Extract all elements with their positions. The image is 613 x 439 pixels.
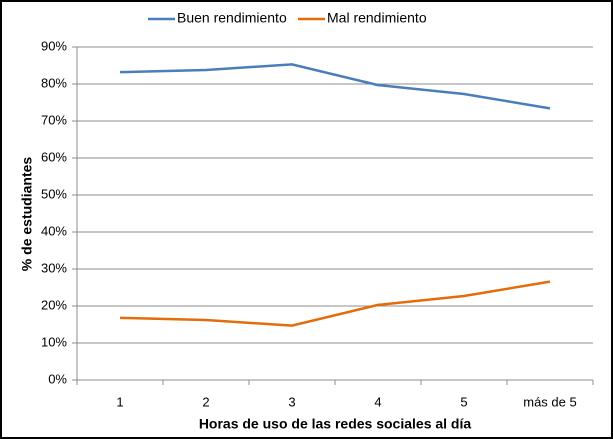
legend-label: Mal rendimiento xyxy=(327,10,427,26)
x-tick-label: 2 xyxy=(202,394,209,409)
line-series xyxy=(119,280,551,327)
x-tick-label: 1 xyxy=(116,394,123,409)
legend-label: Buen rendimiento xyxy=(177,10,287,26)
y-axis-label: % de estudiantes xyxy=(19,157,35,272)
y-tick-label: 10% xyxy=(41,334,67,349)
y-tick-label: 70% xyxy=(41,112,67,127)
x-tick-label: 5 xyxy=(460,394,467,409)
x-tick-label: más de 5 xyxy=(523,394,576,409)
y-tick-label: 20% xyxy=(41,297,67,312)
y-tick-label: 40% xyxy=(41,223,67,238)
y-tick-label: 50% xyxy=(41,186,67,201)
x-tick-label: 4 xyxy=(374,394,381,409)
y-tick-label: 60% xyxy=(41,149,67,164)
line-series xyxy=(119,63,551,110)
y-tick-label: 80% xyxy=(41,75,67,90)
y-tick-label: 30% xyxy=(41,260,67,275)
x-axis-label: Horas de uso de las redes sociales al dí… xyxy=(199,416,472,432)
x-tick-label: 3 xyxy=(288,394,295,409)
y-tick-label: 90% xyxy=(41,38,67,53)
y-tick-label: 0% xyxy=(48,371,67,386)
